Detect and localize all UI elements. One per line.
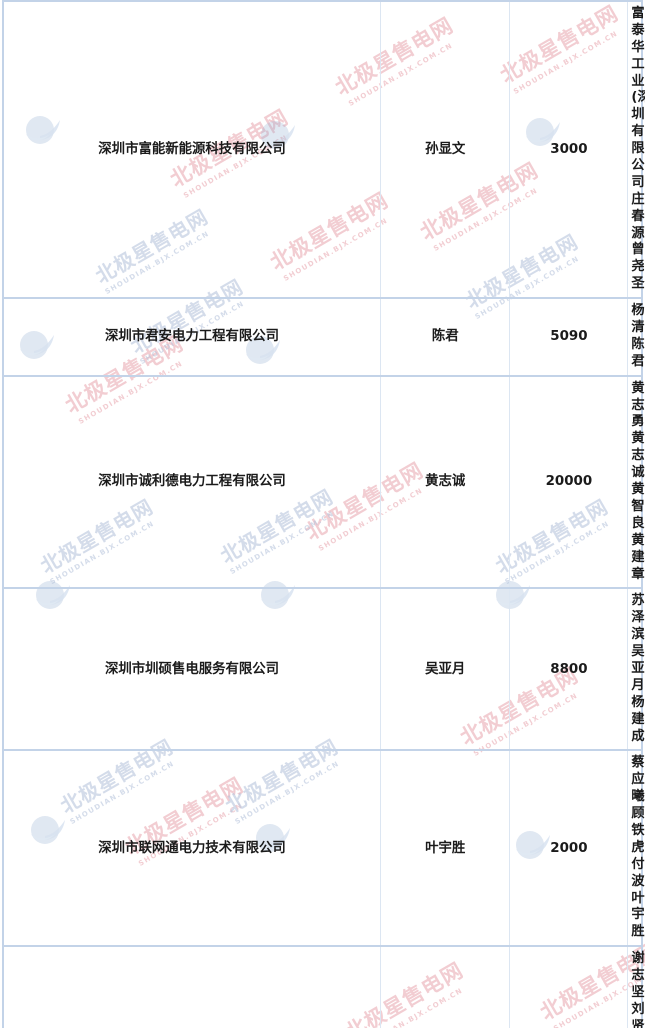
cell-amount: 6000 bbox=[509, 945, 629, 1028]
cell-company: 深圳市君安电力工程有限公司 bbox=[2, 297, 382, 377]
cell-company: 深圳市诚利德电力工程有限公司 bbox=[2, 374, 382, 590]
cell-holders: 蔡应曦、顾铁虎、付波、叶宇胜 bbox=[627, 749, 645, 948]
cell-person: 陈君 bbox=[380, 297, 511, 377]
cell-person: 朱维杨 bbox=[380, 945, 511, 1028]
cell-amount: 5090 bbox=[509, 297, 629, 377]
table-row: 深圳市三和电力科技有限公司朱维杨6000谢志坚、刘贤斌、李少戈、赵怡、吕韬、廖红… bbox=[2, 945, 645, 1028]
cell-holders: 谢志坚、刘贤斌、李少戈、赵怡、吕韬、廖红雷、朱维杨、潘庆中 bbox=[627, 945, 645, 1028]
cell-person: 黄志诚 bbox=[380, 374, 511, 590]
cell-holders: 苏泽滨、吴亚月、杨建成 bbox=[627, 587, 645, 752]
cell-company: 深圳市富能新能源科技有限公司 bbox=[2, 0, 382, 300]
cell-holders: 黄志勇、黄志诚、黄智良、黄建章 bbox=[627, 374, 645, 590]
cell-company: 深圳市三和电力科技有限公司 bbox=[2, 945, 382, 1028]
cell-person: 叶宇胜 bbox=[380, 749, 511, 948]
cell-holders: 杨清、陈君 bbox=[627, 297, 645, 377]
cell-person: 吴亚月 bbox=[380, 587, 511, 752]
cell-holders: 富泰华工业(深圳)有限公司、庄春源、曾尧圣 bbox=[627, 0, 645, 300]
cell-company: 深圳市联网通电力技术有限公司 bbox=[2, 749, 382, 948]
cell-company: 深圳市圳硕售电服务有限公司 bbox=[2, 587, 382, 752]
cell-person: 孙显文 bbox=[380, 0, 511, 300]
cell-amount: 8800 bbox=[509, 587, 629, 752]
cell-amount: 2000 bbox=[509, 749, 629, 948]
table-row: 深圳市富能新能源科技有限公司孙显文3000富泰华工业(深圳)有限公司、庄春源、曾… bbox=[2, 0, 645, 300]
cell-amount: 20000 bbox=[509, 374, 629, 590]
cell-amount: 3000 bbox=[509, 0, 629, 300]
